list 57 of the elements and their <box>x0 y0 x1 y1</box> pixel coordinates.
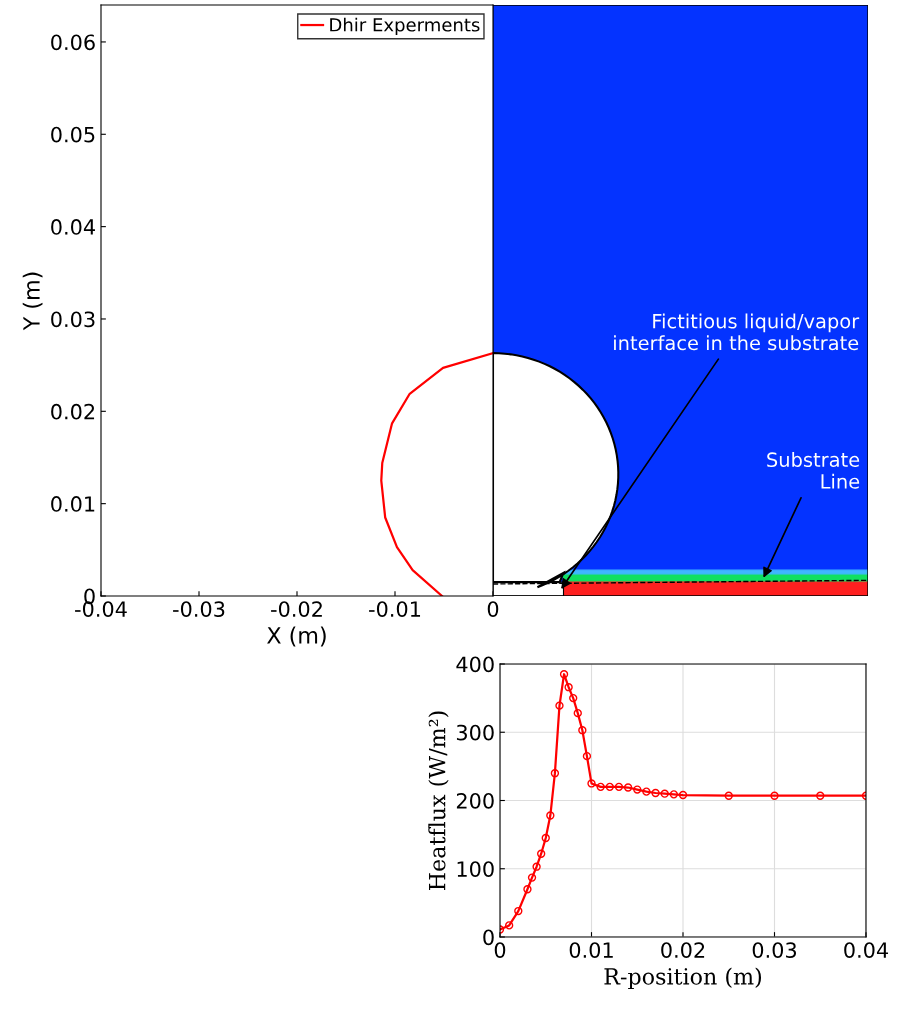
x-tick-label: 0.04 <box>844 942 889 958</box>
y-tick-label: 0.05 <box>51 126 95 143</box>
y-tick-label: 100 <box>457 861 494 877</box>
point <box>587 779 596 788</box>
point <box>514 906 523 916</box>
y-tick-label: 0 <box>483 929 494 946</box>
point <box>569 693 578 703</box>
point <box>660 789 669 798</box>
point <box>614 782 624 792</box>
x-tick-label: -0.02 <box>271 601 322 617</box>
y-tick-label: 400 <box>456 656 494 673</box>
point <box>573 708 582 718</box>
point <box>642 787 651 796</box>
x-axis-title: R-position (m) <box>604 967 762 990</box>
point <box>605 782 614 792</box>
x-axis-title: X (m) <box>267 626 326 647</box>
point <box>578 726 587 735</box>
y-tick-label: 200 <box>456 792 494 809</box>
line-series <box>380 352 493 596</box>
x-tick-label: 0.02 <box>661 942 705 958</box>
point <box>559 670 569 679</box>
x-tick-label: 0.03 <box>752 942 797 958</box>
x-tick-label: -0.01 <box>369 601 421 617</box>
y-tick-label: 0.03 <box>51 311 95 328</box>
x-tick-label: -0.03 <box>173 601 225 617</box>
point <box>669 790 679 799</box>
y-axis-title: Heatflux (W/m²) <box>428 711 449 891</box>
point <box>550 769 560 778</box>
point <box>555 701 564 710</box>
legend-label: Dhir Experments <box>330 17 480 36</box>
point <box>523 885 532 894</box>
y-tick-label: 0.04 <box>51 219 95 235</box>
text: Substrate Line <box>767 451 860 489</box>
point <box>596 782 605 792</box>
point <box>651 788 660 798</box>
point <box>564 683 573 692</box>
point <box>546 811 555 820</box>
point <box>582 751 592 761</box>
point <box>678 790 688 800</box>
point <box>770 791 779 800</box>
point <box>527 873 537 882</box>
point <box>504 921 514 930</box>
point <box>633 785 642 794</box>
y-tick-label: 0.06 <box>51 34 95 51</box>
point <box>541 833 550 843</box>
x-tick-label: 0 <box>494 942 506 958</box>
y-axis-title: Y (m) <box>22 272 43 331</box>
y-tick-label: 300 <box>456 724 494 741</box>
point <box>724 791 733 800</box>
y-tick-label: 0.02 <box>51 403 95 420</box>
text: Fictitious liquid/vapor interface in the substrate <box>614 313 860 351</box>
point <box>537 849 546 858</box>
point <box>816 791 825 800</box>
point <box>532 862 541 871</box>
point <box>623 783 633 792</box>
x-tick-label: 0.01 <box>569 942 613 958</box>
y-tick-label: 0.01 <box>51 496 95 512</box>
